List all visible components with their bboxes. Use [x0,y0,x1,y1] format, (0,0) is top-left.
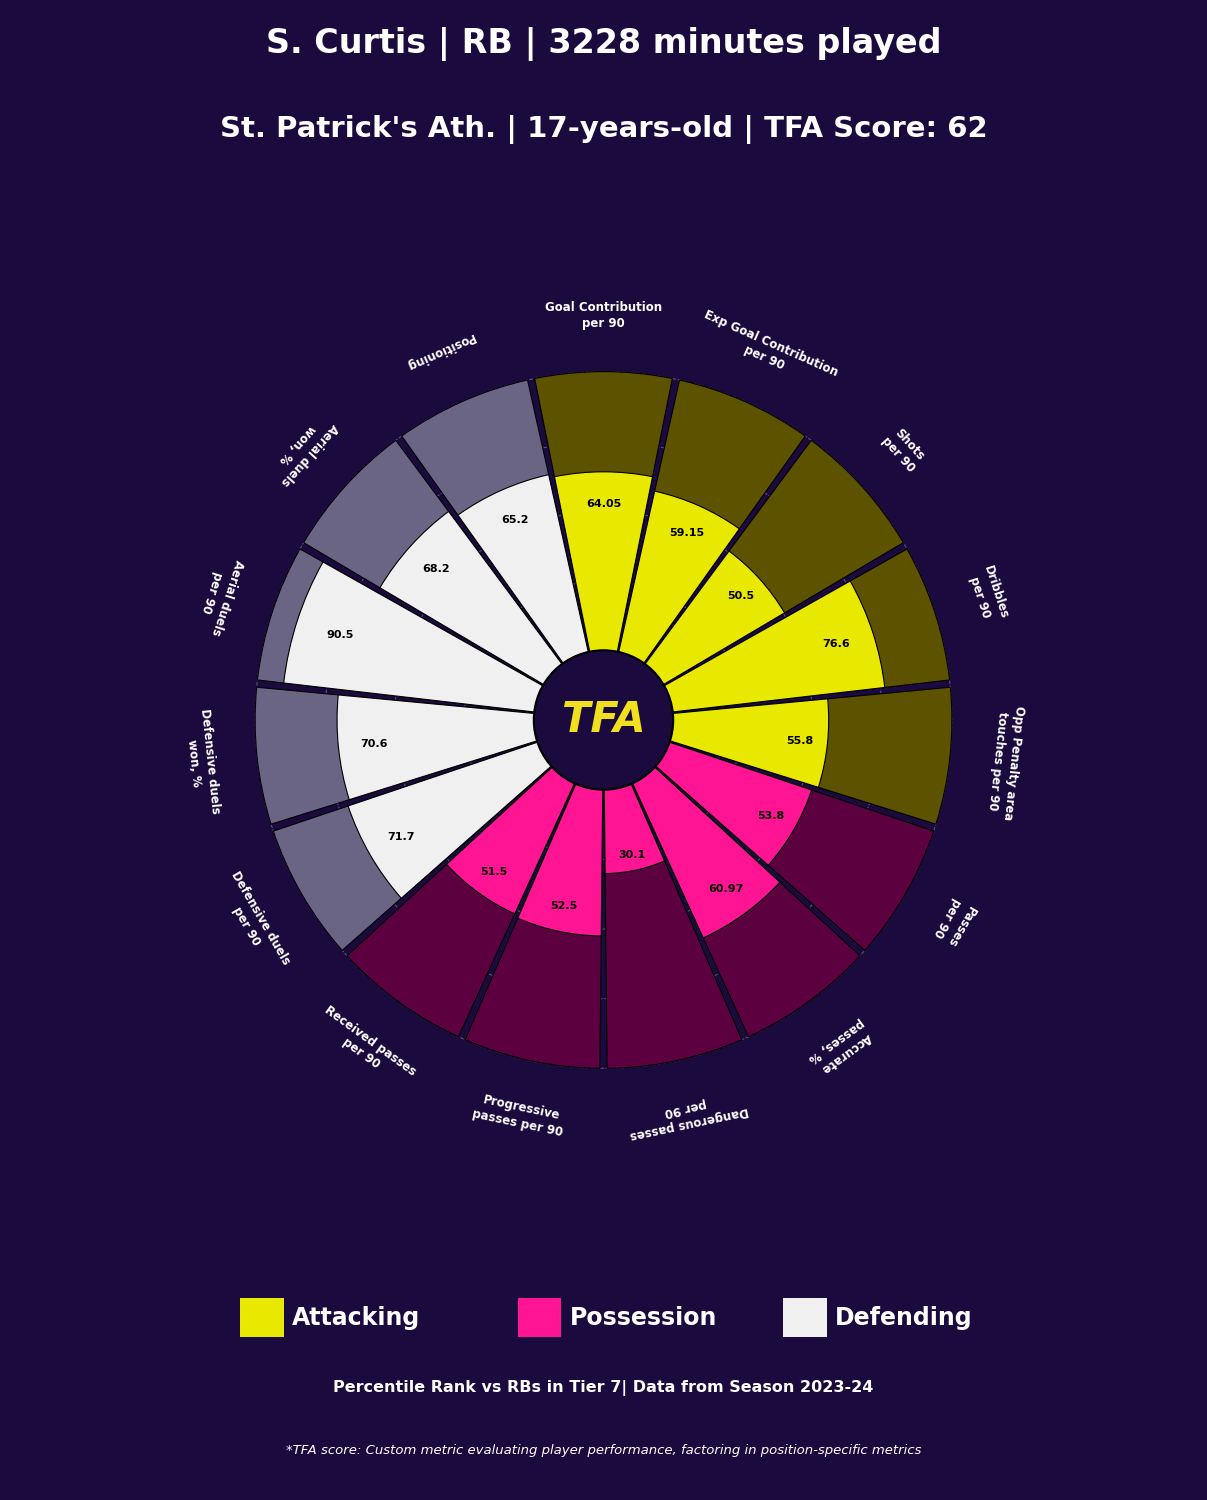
Text: Shots
per 90: Shots per 90 [879,424,929,476]
Wedge shape [348,742,552,898]
Text: Aerial duels
per 90: Aerial duels per 90 [193,554,245,638]
Text: 90.5: 90.5 [327,630,354,639]
Bar [783,1299,827,1338]
Wedge shape [664,549,950,712]
Wedge shape [273,742,552,951]
Wedge shape [670,687,952,824]
Text: *TFA score: Custom metric evaluating player performance, factoring in position-s: *TFA score: Custom metric evaluating pla… [286,1444,921,1456]
Text: 30.1: 30.1 [619,850,646,861]
Text: 53.8: 53.8 [757,812,785,822]
Circle shape [533,651,674,789]
Text: Received passes
per 90: Received passes per 90 [313,1004,419,1090]
Text: 76.6: 76.6 [822,639,850,650]
Wedge shape [619,490,740,663]
Wedge shape [645,441,903,684]
Text: Dangerous passes
per 90: Dangerous passes per 90 [625,1089,750,1142]
Wedge shape [348,766,575,1036]
Wedge shape [257,549,543,712]
Text: 51.5: 51.5 [479,867,507,876]
Text: 71.7: 71.7 [387,833,415,842]
Wedge shape [518,784,602,936]
Text: S. Curtis | RB | 3228 minutes played: S. Curtis | RB | 3228 minutes played [266,27,941,62]
Wedge shape [284,562,543,712]
Wedge shape [605,784,665,873]
Wedge shape [664,580,885,712]
Text: Progressive
passes per 90: Progressive passes per 90 [472,1092,567,1138]
Text: 70.6: 70.6 [360,740,387,748]
Bar [240,1299,284,1338]
Text: Passes
per 90: Passes per 90 [929,896,978,950]
Wedge shape [304,441,562,684]
Wedge shape [632,766,780,938]
Bar [518,1299,561,1338]
Text: 68.2: 68.2 [422,564,450,574]
Text: Possession: Possession [570,1306,717,1330]
Text: 59.15: 59.15 [669,528,705,538]
Text: Defensive duels
per 90: Defensive duels per 90 [215,868,292,975]
Wedge shape [447,766,575,914]
Wedge shape [255,687,537,824]
Wedge shape [554,472,653,651]
Wedge shape [535,372,672,651]
Text: 50.5: 50.5 [728,591,754,602]
Text: Percentile Rank vs RBs in Tier 7| Data from Season 2023-24: Percentile Rank vs RBs in Tier 7| Data f… [333,1380,874,1396]
Wedge shape [632,766,859,1036]
Wedge shape [655,742,811,866]
Wedge shape [605,784,742,1068]
Wedge shape [337,694,537,800]
Wedge shape [380,512,562,684]
Text: Defensive duels
won, %: Defensive duels won, % [181,708,222,816]
Text: Exp Goal Contribution
per 90: Exp Goal Contribution per 90 [695,308,840,393]
Text: Opp Penalty area
touches per 90: Opp Penalty area touches per 90 [985,704,1026,821]
Text: Aerial duels
won, %: Aerial duels won, % [266,411,340,489]
Wedge shape [457,474,588,663]
Text: 65.2: 65.2 [501,514,529,525]
Text: Positioning: Positioning [402,330,476,372]
Wedge shape [402,380,588,663]
Text: Attacking: Attacking [292,1306,420,1330]
Wedge shape [619,380,805,663]
Wedge shape [670,699,829,788]
Text: Goal Contribution
per 90: Goal Contribution per 90 [544,302,663,330]
Wedge shape [645,550,785,684]
Text: 60.97: 60.97 [709,884,744,894]
Text: 52.5: 52.5 [550,900,578,910]
Text: Accurate
passes, %: Accurate passes, % [806,1016,876,1078]
Text: 64.05: 64.05 [585,500,622,508]
Text: Defending: Defending [835,1306,973,1330]
Text: St. Patrick's Ath. | 17-years-old | TFA Score: 62: St. Patrick's Ath. | 17-years-old | TFA … [220,114,987,144]
Text: 55.8: 55.8 [786,735,814,746]
Text: Dribbles
per 90: Dribbles per 90 [966,564,1010,626]
Wedge shape [655,742,934,951]
Text: TFA: TFA [561,699,646,741]
Wedge shape [465,784,602,1068]
